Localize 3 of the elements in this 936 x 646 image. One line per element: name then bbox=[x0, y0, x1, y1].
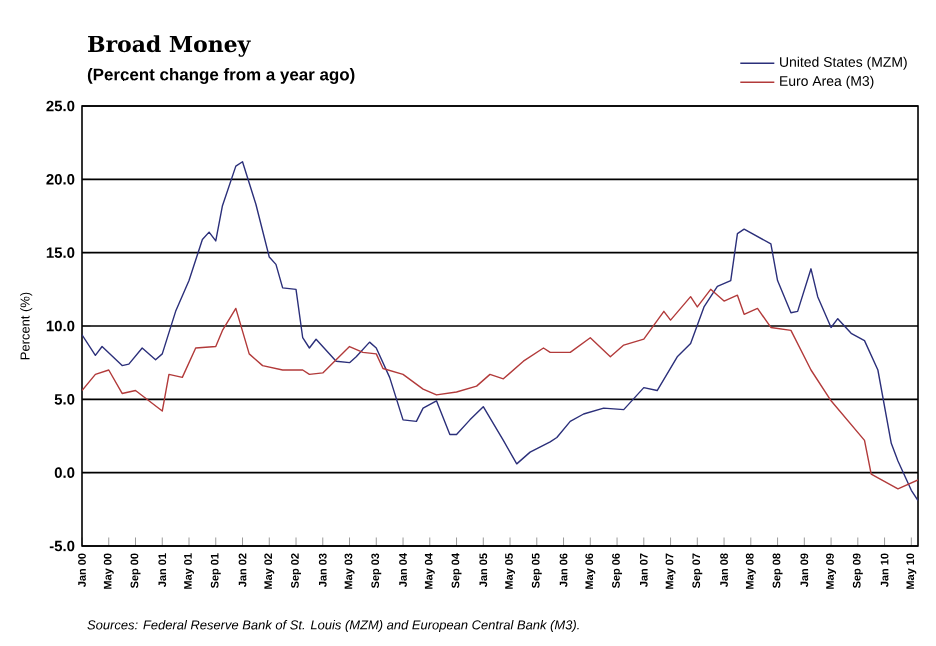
line-series bbox=[82, 161, 919, 502]
chart-title: Broad Money bbox=[88, 35, 251, 57]
chart-subtitle: (Percent change from a year ago) bbox=[87, 68, 355, 84]
